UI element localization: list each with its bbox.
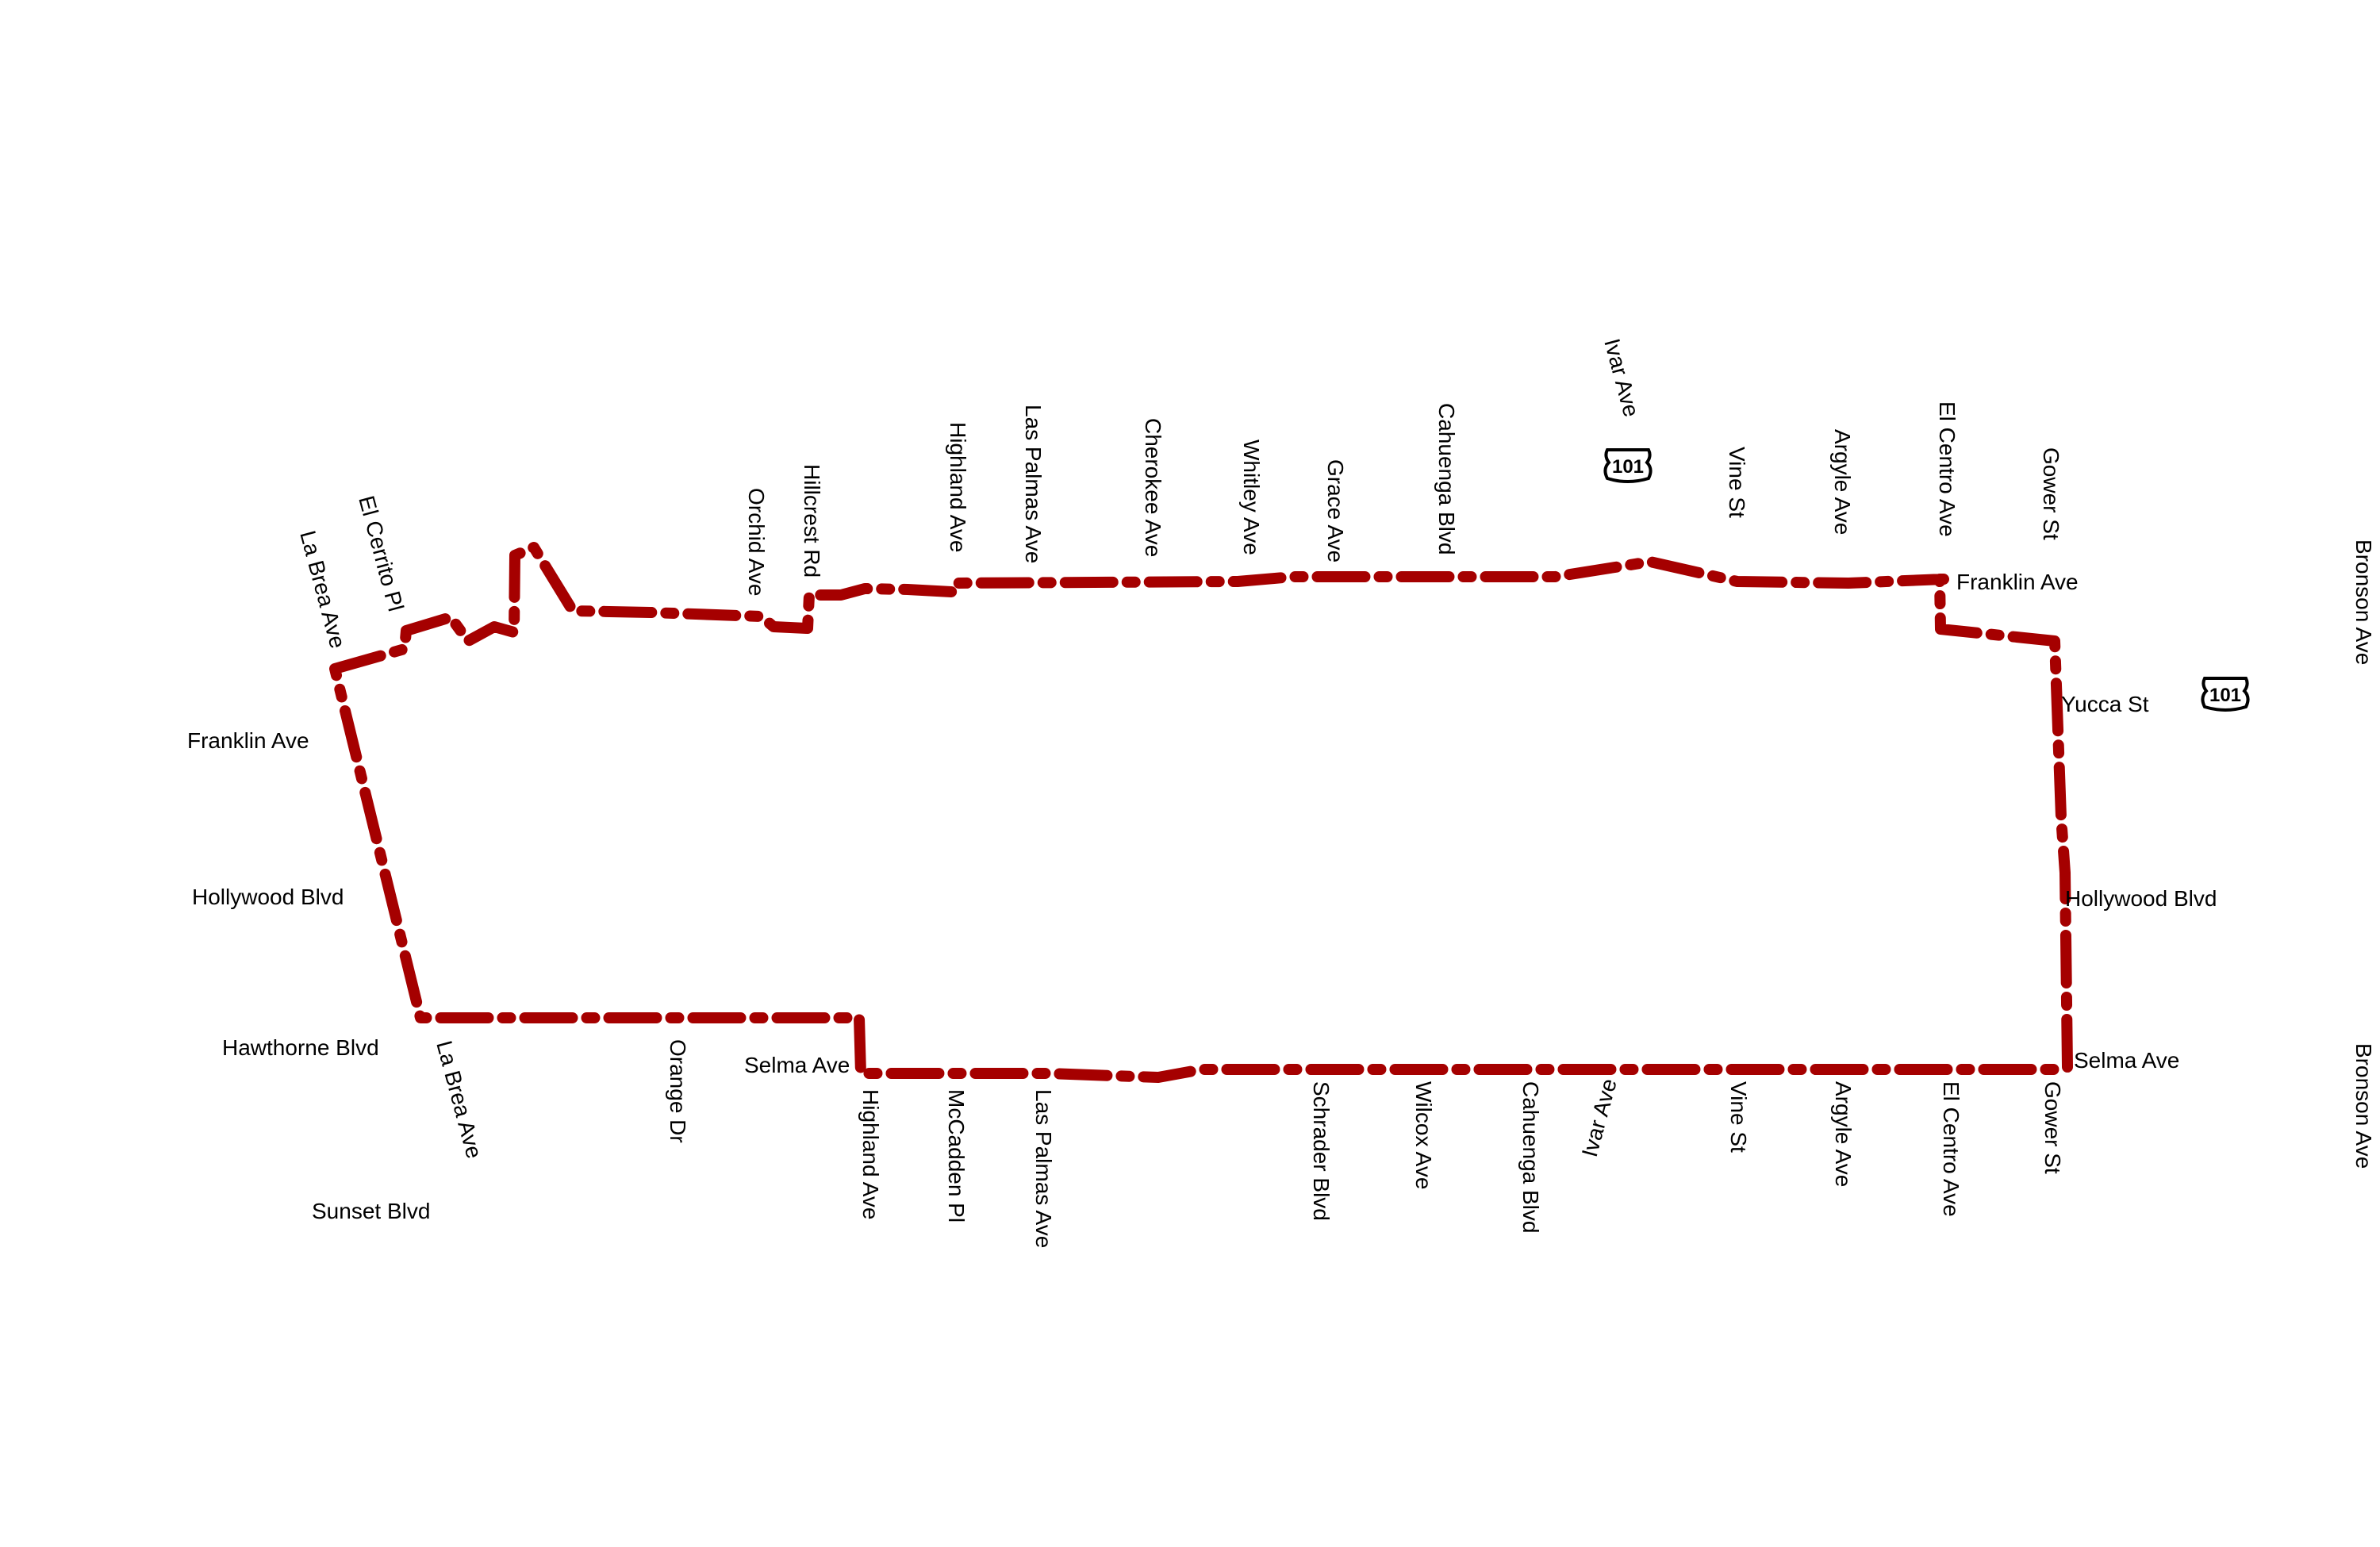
label-hillcrest-rd: Hillcrest Rd: [800, 464, 824, 578]
east-street-labels: Franklin Ave Yucca St Hollywood Blvd Sel…: [1956, 570, 2217, 1073]
label-selma-ave-east: Selma Ave: [2074, 1048, 2179, 1073]
label-las-palmas-ave-north: Las Palmas Ave: [1021, 405, 1046, 563]
label-vine-st-south: Vine St: [1726, 1081, 1751, 1153]
label-highland-ave-south: Highland Ave: [858, 1089, 883, 1220]
label-franklin-ave-west: Franklin Ave: [187, 728, 309, 753]
label-gower-st-north: Gower St: [2039, 447, 2063, 540]
label-la-brea-ave-south: La Brea Ave: [432, 1038, 486, 1161]
label-hollywood-blvd-west: Hollywood Blvd: [192, 885, 344, 909]
label-el-centro-ave-north: El Centro Ave: [1935, 401, 1960, 537]
label-gower-st-south: Gower St: [2040, 1081, 2065, 1174]
label-el-centro-ave-south: El Centro Ave: [1939, 1081, 1964, 1217]
label-el-cerrito-pl: El Cerrito Pl: [354, 493, 409, 614]
us-101-shield-north: 101: [1603, 448, 1653, 483]
us-101-shield-east: 101: [2201, 677, 2250, 712]
label-grace-ave: Grace Ave: [1323, 459, 1348, 562]
label-ivar-ave-south: Ivar Ave: [1577, 1076, 1622, 1159]
label-argyle-ave-north: Argyle Ave: [1830, 429, 1855, 535]
label-orange-dr: Orange Dr: [666, 1039, 690, 1143]
west-street-labels: Franklin Ave Hollywood Blvd Hawthorne Bl…: [187, 728, 430, 1223]
label-yucca-st: Yucca St: [2061, 692, 2149, 716]
label-vine-st-north: Vine St: [1725, 447, 1749, 518]
shield-outline-east: [2201, 677, 2250, 712]
shield-number-east: 101: [2209, 685, 2241, 706]
shield-outline-north: [1603, 448, 1653, 483]
label-selma-ave-south: Selma Ave: [744, 1053, 850, 1077]
label-cahuenga-blvd-south: Cahuenga Blvd: [1518, 1081, 1543, 1233]
label-las-palmas-ave-south: Las Palmas Ave: [1031, 1089, 1056, 1248]
label-highland-ave-north: Highland Ave: [946, 422, 970, 553]
route-line: [329, 542, 2073, 1083]
label-hawthorne-blvd: Hawthorne Blvd: [222, 1035, 379, 1060]
label-whitley-ave: Whitley Ave: [1239, 440, 1264, 555]
label-wilcox-ave: Wilcox Ave: [1411, 1081, 1436, 1189]
label-cherokee-ave: Cherokee Ave: [1141, 418, 1165, 557]
label-ivar-ave-north: Ivar Ave: [1599, 336, 1644, 420]
label-hollywood-blvd-east: Hollywood Blvd: [2065, 886, 2217, 911]
label-orchid-ave: Orchid Ave: [744, 488, 769, 596]
shield-number-north: 101: [1612, 456, 1644, 478]
label-cahuenga-blvd-north: Cahuenga Blvd: [1434, 403, 1459, 555]
label-sunset-blvd: Sunset Blvd: [312, 1199, 430, 1223]
label-bronson-ave-south: Bronson Ave: [2351, 1043, 2376, 1169]
label-franklin-ave-east: Franklin Ave: [1956, 570, 2079, 594]
label-bronson-ave-north: Bronson Ave: [2351, 539, 2376, 665]
label-schrader-blvd: Schrader Blvd: [1309, 1081, 1334, 1221]
south-street-labels: La Brea Ave Orange Dr Selma Ave Highland…: [432, 1038, 2376, 1249]
label-argyle-ave-south: Argyle Ave: [1831, 1081, 1856, 1187]
label-mccadden-pl: McCadden Pl: [944, 1089, 969, 1223]
label-la-brea-ave-north: La Brea Ave: [295, 528, 350, 651]
